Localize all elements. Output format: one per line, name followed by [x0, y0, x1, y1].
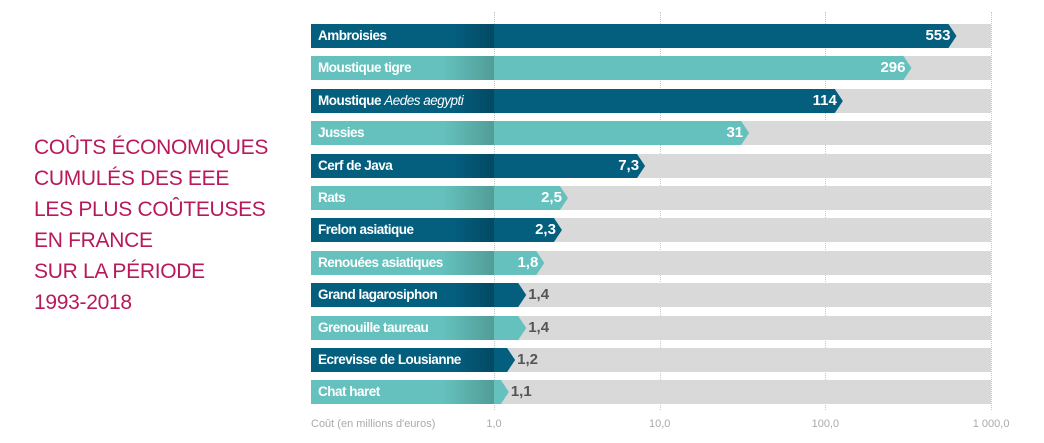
- bar: [494, 121, 750, 146]
- value-label: 1,4: [528, 286, 550, 304]
- x-tick-label: 100,0: [811, 418, 840, 430]
- value-label: 2,3: [535, 221, 556, 239]
- category-label: Jussies: [311, 121, 500, 146]
- gridline: [991, 12, 993, 410]
- title-line: LES PLUS COÛTEUSES: [34, 198, 266, 221]
- category-label: Moustique Aedes aegypti: [311, 88, 500, 113]
- value-label: 1,8: [517, 253, 539, 271]
- value-label: 31: [726, 124, 744, 142]
- bar: [494, 56, 912, 81]
- x-tick-label: 10,0: [648, 418, 671, 430]
- x-tick-label: 1,0: [486, 418, 502, 430]
- bar: [494, 250, 545, 275]
- value-label: 1,4: [528, 318, 550, 336]
- value-label: 114: [812, 91, 837, 109]
- gridline: [494, 12, 495, 410]
- bar-track: [494, 315, 991, 340]
- title-line: EN FRANCE: [34, 229, 153, 252]
- gridline: [825, 12, 827, 410]
- value-label: 296: [880, 59, 906, 77]
- category-label: Renouées asiatiques: [311, 250, 500, 275]
- x-axis-label: Coût (en millions d'euros): [311, 418, 436, 430]
- chart-title: COÛTS ÉCONOMIQUES CUMULÉS DES EEE LES PL…: [34, 132, 268, 318]
- bar-track: [494, 283, 991, 308]
- category-label: Grenouille taureau: [311, 315, 500, 340]
- bar-track: [494, 380, 991, 405]
- bar: [494, 153, 646, 178]
- bar: [494, 380, 509, 405]
- bar: [494, 315, 527, 340]
- bar-track: [494, 348, 991, 372]
- title-line: 1993-2018: [34, 291, 132, 314]
- title-line: COÛTS ÉCONOMIQUES: [34, 136, 269, 159]
- category-label: Grand lagarosiphon: [311, 283, 500, 308]
- category-label: Rats: [311, 186, 500, 210]
- category-label: Ambroisies: [311, 24, 500, 48]
- bar: [494, 283, 527, 308]
- category-label: Chat haret: [311, 380, 500, 405]
- x-tick-label: 1 000,0: [972, 418, 1010, 430]
- bar: [494, 348, 516, 372]
- bar: [494, 24, 957, 48]
- title-line: SUR LA PÉRIODE: [34, 260, 205, 283]
- value-label: 553: [925, 27, 951, 44]
- category-label: Frelon asiatique: [311, 218, 500, 243]
- value-label: 1,2: [517, 351, 538, 368]
- gridline: [659, 12, 661, 410]
- category-label: Moustique tigre: [311, 56, 500, 81]
- value-label: 2,5: [541, 189, 562, 206]
- value-label: 1,1: [510, 383, 532, 401]
- title-line: CUMULÉS DES EEE: [34, 167, 230, 190]
- value-label: 7,3: [618, 156, 640, 174]
- bar-track: [494, 250, 991, 275]
- bar-track: [494, 218, 991, 243]
- category-label: Ecrevisse de Lousianne: [311, 348, 500, 372]
- bar: [494, 218, 562, 243]
- bar: [494, 186, 568, 210]
- bar: [494, 88, 843, 113]
- category-label: Cerf de Java: [311, 153, 500, 178]
- bar-track: [494, 186, 991, 210]
